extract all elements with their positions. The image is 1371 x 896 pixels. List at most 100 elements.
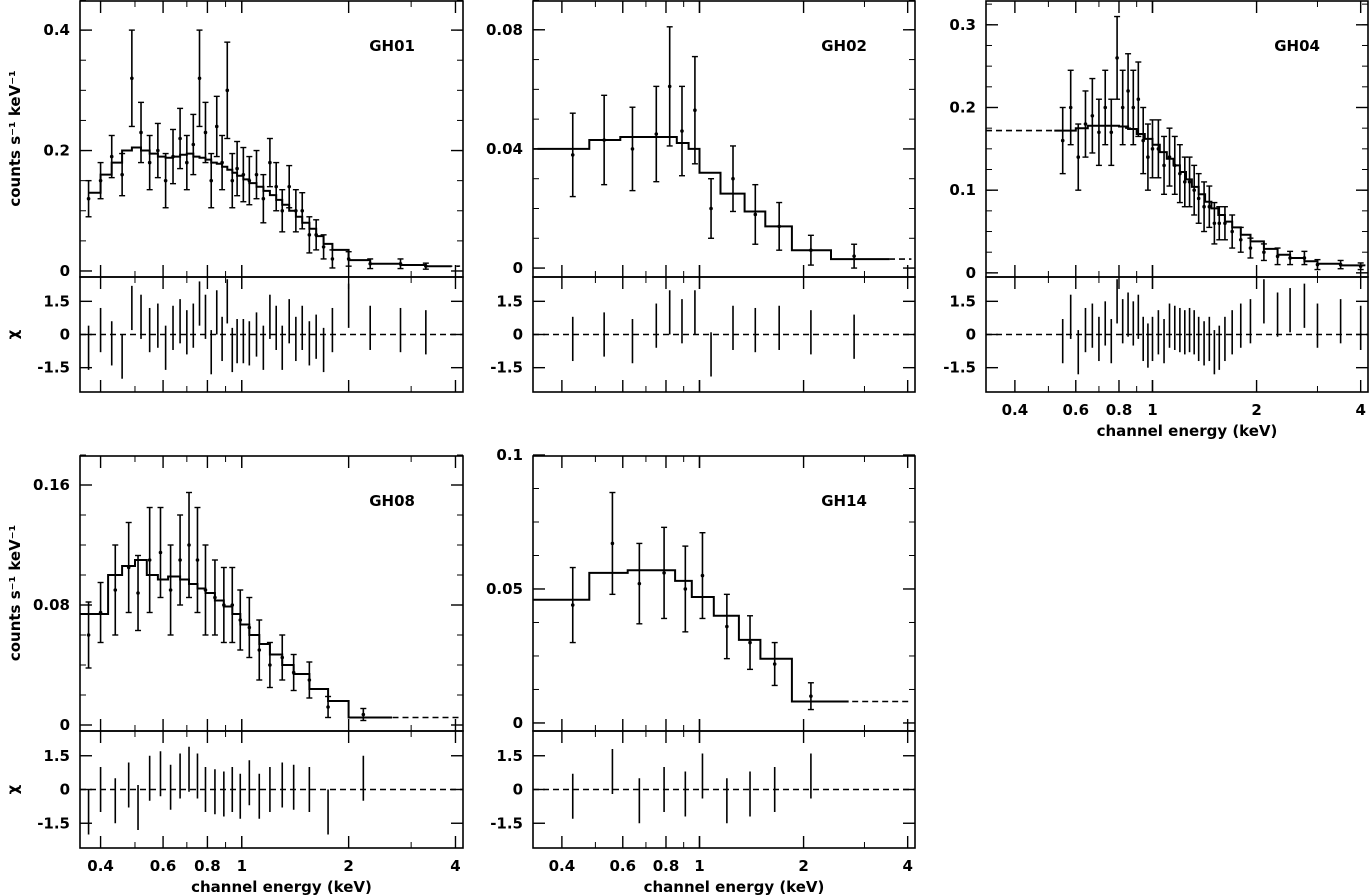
data-point (693, 108, 697, 113)
data-point (1196, 196, 1201, 201)
data-point (254, 172, 259, 177)
x-tick-label: 0.6 (1062, 401, 1089, 419)
data-point (147, 558, 152, 562)
data-point (1192, 188, 1196, 192)
data-point (725, 624, 729, 629)
data-point (731, 176, 735, 181)
data-point (280, 655, 285, 660)
x-tick-label: 0.8 (194, 857, 221, 875)
data-point (368, 261, 372, 266)
y-tick-label: 0.2 (43, 142, 70, 160)
x-tick-label: 4 (450, 857, 460, 875)
data-point (637, 581, 642, 586)
y-tick-label: 0.4 (43, 21, 70, 39)
data-point (1120, 105, 1125, 110)
data-point (1172, 163, 1177, 168)
residual-y-tick-label: 0 (60, 326, 70, 344)
y-tick-label: 0 (60, 716, 70, 734)
data-point (225, 88, 230, 93)
data-point (230, 603, 235, 607)
data-point (667, 84, 672, 89)
data-point (1230, 229, 1234, 234)
data-point (772, 662, 777, 666)
data-point (346, 257, 351, 261)
x-tick-label: 4 (1355, 401, 1365, 419)
data-point (1083, 122, 1088, 126)
y-tick-label: 0 (966, 264, 976, 282)
data-point (1202, 204, 1206, 209)
residual-y-tick-label: 0 (966, 326, 976, 344)
data-point (1162, 163, 1166, 168)
model-step-line (80, 559, 393, 719)
data-point (630, 147, 635, 151)
data-point (86, 196, 91, 201)
data-point (662, 571, 666, 575)
y-tick-label: 0.05 (486, 580, 523, 598)
data-point (257, 648, 262, 652)
data-point (1187, 180, 1192, 184)
data-point (98, 178, 103, 183)
panel-label: GH08 (369, 492, 415, 510)
data-point (1207, 204, 1212, 209)
y-axis-title: counts s⁻¹ keV⁻¹ (6, 70, 24, 206)
data-point (314, 233, 318, 237)
panel-label: GH01 (369, 37, 415, 55)
y-tick-label: 0.16 (33, 476, 70, 494)
data-point (1275, 254, 1280, 259)
x-tick-label: 1 (237, 857, 247, 875)
data-point (1146, 155, 1150, 159)
residual-y-tick-label: 0 (513, 781, 523, 799)
data-point (1315, 262, 1320, 267)
residual-y-tick-label: 1.5 (949, 292, 976, 310)
data-point (1167, 155, 1172, 159)
data-point (570, 603, 575, 607)
y-tick-label: 0.08 (486, 21, 523, 39)
data-point (748, 640, 752, 645)
data-point (307, 678, 312, 682)
x-tick-label: 0.4 (1002, 401, 1029, 419)
x-axis-title: channel energy (keV) (1097, 422, 1278, 440)
data-point (220, 160, 224, 165)
data-point (610, 541, 615, 546)
data-point (147, 160, 152, 165)
data-point (1217, 221, 1222, 226)
data-point (247, 625, 252, 630)
residual-y-tick-label: 1.5 (43, 747, 70, 765)
data-point (130, 76, 134, 81)
data-point (602, 138, 606, 142)
data-point (120, 172, 124, 177)
data-point (1097, 130, 1101, 135)
panel-label: GH14 (821, 492, 867, 510)
model-step-line (88, 146, 452, 268)
x-axis-title: channel energy (keV) (644, 878, 825, 896)
data-point (195, 558, 200, 562)
data-point (268, 160, 272, 165)
y-tick-label: 0.08 (33, 596, 70, 614)
data-point (168, 588, 173, 592)
data-point (777, 224, 781, 229)
data-point (1358, 264, 1363, 269)
data-point (654, 132, 659, 136)
data-point (1262, 250, 1266, 254)
data-point (203, 130, 208, 135)
y-tick-label: 0.1 (496, 446, 523, 464)
data-point (287, 184, 292, 189)
x-tick-label: 2 (1251, 401, 1261, 419)
data-point (291, 670, 296, 675)
panel-gh02: 0 0.04 0.08 -1.5 0 1.5 GH02 (486, 0, 916, 393)
data-point (424, 264, 428, 268)
y-tick-label: 0 (513, 714, 523, 732)
data-point (1068, 105, 1073, 110)
residual-y-tick-label: -1.5 (943, 359, 976, 377)
y-tick-label: 0 (60, 262, 70, 280)
data-point (213, 595, 217, 600)
model-extrapolation-line (451, 146, 461, 267)
data-point (235, 166, 239, 171)
model-step-line (537, 136, 890, 261)
data-point (300, 208, 305, 213)
x-tick-label: 0.4 (549, 857, 576, 875)
data-point (191, 142, 196, 147)
data-point (1131, 105, 1136, 110)
panel-gh04: 0 0.1 0.2 0.3 -1.5 0 1.5 0.4 0.6 0.8 1 2 4 channel en… (943, 0, 1369, 440)
